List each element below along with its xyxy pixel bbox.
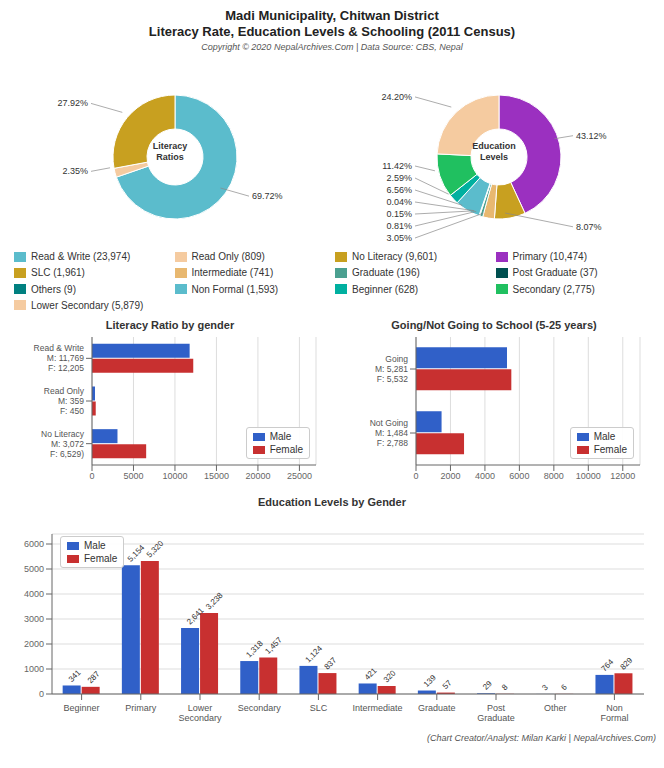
html-text:Male: Male [593,431,616,442]
svg-text:6000: 6000 [24,539,44,549]
html-text:Education Levels by Gender: Education Levels by Gender [258,496,406,508]
html-text:(Chart Creator/Analyst: Milan: (Chart Creator/Analyst: Milan Karki | Ne… [427,733,656,743]
svg-text:5000: 5000 [24,564,44,574]
svg-text:829: 829 [619,655,635,671]
svg-text:25000: 25000 [287,471,312,481]
svg-text:No LiteracyM: 3,072F: 6,529): No LiteracyM: 3,072F: 6,529) [41,429,85,459]
svg-text:0: 0 [39,689,44,699]
svg-text:4000: 4000 [475,471,495,481]
svg-text:1,124: 1,124 [304,643,325,664]
svg-text:5,320: 5,320 [145,539,166,560]
svg-text:6: 6 [559,682,569,692]
html-text:Read & Write (23,974): Read & Write (23,974) [31,251,131,263]
svg-text:5000: 5000 [123,471,143,481]
html-text:Beginner (628): Beginner (628) [352,283,419,295]
svg-text:PostGraduate: PostGraduate [477,703,515,723]
svg-text:15000: 15000 [204,471,229,481]
html-text:Secondary (2,775): Secondary (2,775) [512,283,595,295]
svg-text:837: 837 [323,655,339,671]
html-text:Male: Male [269,431,292,442]
html-text:Madi Municipality, Chitwan Dis: Madi Municipality, Chitwan District [225,8,439,23]
html-text:No Literacy (9,601): No Literacy (9,601) [352,251,437,263]
svg-text:11.42%: 11.42% [382,161,412,171]
html-text:Lower Secondary (5,879): Lower Secondary (5,879) [31,299,144,311]
svg-text:Graduate: Graduate [418,703,456,713]
svg-text:0.04%: 0.04% [386,197,412,207]
html-text:Female: Female [593,444,627,455]
html-text:Copyright © 2020 NepalArchives: Copyright © 2020 NepalArchives.Com | Dat… [201,42,463,52]
html-text:SLC (1,961): SLC (1,961) [31,267,85,279]
svg-text:2,641: 2,641 [185,605,206,626]
svg-text:341: 341 [67,668,83,684]
svg-text:43.12%: 43.12% [576,131,607,141]
svg-text:8.07%: 8.07% [576,222,602,232]
html-text:Intermediate (741): Intermediate (741) [191,267,274,279]
svg-text:6000: 6000 [509,471,529,481]
svg-text:1000: 1000 [24,664,44,674]
svg-text:LowerSecondary: LowerSecondary [178,703,222,723]
svg-text:0: 0 [413,471,418,481]
svg-text:Intermediate: Intermediate [353,703,403,713]
svg-text:287: 287 [86,669,102,685]
svg-text:3,238: 3,238 [204,591,225,612]
html-text:Education Levels: Education Levels [472,141,516,162]
svg-text:29: 29 [481,679,494,692]
svg-text:GoingM: 5,281F: 5,532: GoingM: 5,281F: 5,532 [375,354,408,384]
svg-text:1,318: 1,318 [244,639,265,660]
svg-text:4000: 4000 [24,589,44,599]
html-text:Primary (10,474): Primary (10,474) [512,251,587,263]
svg-text:10000: 10000 [576,471,601,481]
svg-text:6.56%: 6.56% [386,185,412,195]
svg-text:27.92%: 27.92% [57,98,88,108]
svg-text:3: 3 [540,682,550,692]
html-text:Going/Not Going to School (5-2: Going/Not Going to School (5-25 years) [391,319,597,331]
svg-text:Beginner: Beginner [64,703,100,713]
html-text:Non Formal (1,593): Non Formal (1,593) [191,283,279,295]
svg-text:69.72%: 69.72% [252,191,283,201]
html-text:Literacy Ratio by gender: Literacy Ratio by gender [105,319,235,331]
svg-text:3.05%: 3.05% [386,233,412,243]
svg-text:1,457: 1,457 [263,635,284,656]
svg-text:2000: 2000 [440,471,460,481]
svg-text:NonFormal: NonFormal [600,703,628,723]
html-text:Literacy Ratios: Literacy Ratios [152,141,188,162]
svg-text:Read & WriteM: 11,769F: 12,205: Read & WriteM: 11,769F: 12,205 [34,343,85,373]
svg-text:57: 57 [441,678,454,691]
svg-text:20000: 20000 [245,471,270,481]
svg-text:5,154: 5,154 [125,543,147,564]
svg-text:12000: 12000 [610,471,635,481]
svg-text:8000: 8000 [544,471,564,481]
svg-text:2000: 2000 [24,639,44,649]
html-text:Post Graduate (37): Post Graduate (37) [512,267,598,279]
svg-text:2.59%: 2.59% [386,173,412,183]
svg-text:0.81%: 0.81% [386,221,412,231]
svg-text:0.15%: 0.15% [386,209,412,219]
svg-text:Primary: Primary [125,703,156,713]
svg-text:0: 0 [89,471,94,481]
svg-text:2.35%: 2.35% [62,166,88,176]
svg-text:10000: 10000 [162,471,187,481]
html-text:Literacy Rate, Education Level: Literacy Rate, Education Levels & School… [148,24,516,39]
html-text:Graduate (196): Graduate (196) [352,267,420,279]
svg-text:Secondary: Secondary [238,703,282,713]
svg-text:3000: 3000 [24,614,44,624]
svg-text:320: 320 [382,668,398,684]
svg-text:Other: Other [544,703,567,713]
svg-text:8: 8 [500,682,510,692]
html-text:Female: Female [84,553,118,564]
html-text:Female: Female [269,444,303,455]
svg-text:139: 139 [422,673,438,689]
html-text:Male: Male [84,540,106,551]
svg-text:24.20%: 24.20% [381,92,412,102]
svg-text:764: 764 [600,657,616,673]
html-text:Read Only (809): Read Only (809) [191,251,265,263]
svg-text:421: 421 [363,666,379,682]
html-text:Others (9): Others (9) [31,283,76,295]
svg-text:SLC: SLC [310,703,328,713]
svg-text:Not GoingM: 1,484F: 2,788: Not GoingM: 1,484F: 2,788 [370,418,409,448]
svg-text:Read OnlyM: 359F: 450: Read OnlyM: 359F: 450 [44,386,85,416]
